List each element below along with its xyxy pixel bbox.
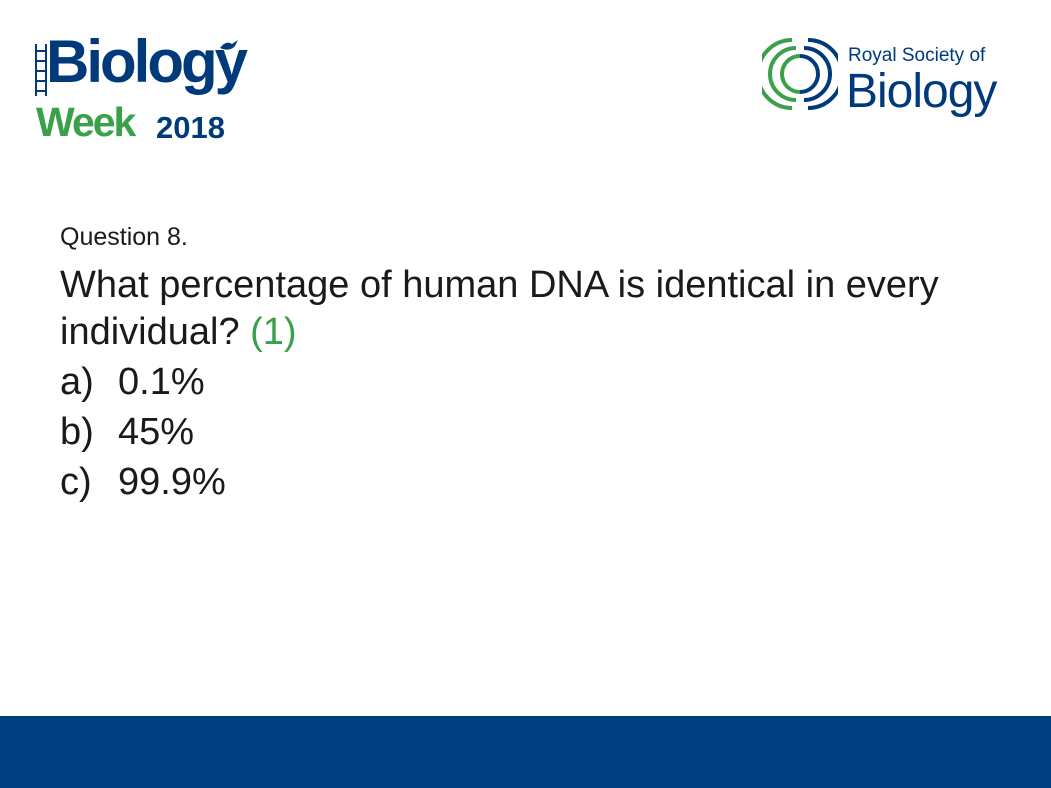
biology-week-logo: Biology Week 2018 xyxy=(34,32,249,148)
royal-society-of-biology-logo: Royal Society of Biology xyxy=(762,34,1012,118)
answer-option-c: c) 99.9% xyxy=(60,457,226,507)
biology-week-year: 2018 xyxy=(156,110,225,145)
rsb-emblem-icon xyxy=(762,38,838,110)
biology-week-week: Week xyxy=(36,99,136,145)
question-text: What percentage of human DNA is identica… xyxy=(60,264,939,353)
answer-option-a: a) 0.1% xyxy=(60,357,226,407)
bird-icon xyxy=(220,40,238,50)
rsb-name-line1: Royal Society of xyxy=(848,45,986,66)
rsb-name-line2: Biology xyxy=(846,65,997,118)
option-letter: c) xyxy=(60,461,92,503)
option-text: 0.1% xyxy=(118,361,205,403)
answer-options: a) 0.1% b) 45% c) 99.9% xyxy=(60,357,226,507)
option-letter: b) xyxy=(60,411,94,453)
question-marks: (1) xyxy=(250,311,297,353)
question-number: Question 8. xyxy=(60,223,188,251)
footer-band xyxy=(0,716,1051,788)
dna-ladder-icon xyxy=(35,44,47,96)
question-text-block: What percentage of human DNA is identica… xyxy=(60,262,960,356)
option-text: 99.9% xyxy=(118,461,226,503)
biology-week-title: Biology xyxy=(46,28,248,95)
option-letter: a) xyxy=(60,361,94,403)
answer-option-b: b) 45% xyxy=(60,407,226,457)
option-text: 45% xyxy=(118,411,195,453)
